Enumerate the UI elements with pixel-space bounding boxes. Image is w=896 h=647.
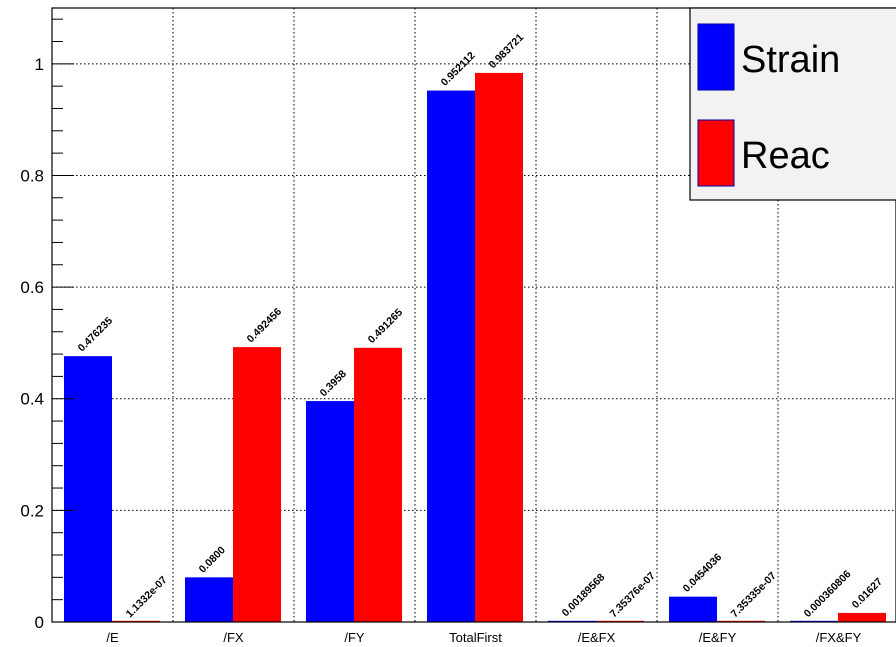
bar-value-label: 7.35376e-07 [608, 570, 658, 620]
legend: Strain Reac [689, 7, 896, 201]
legend-swatch-reac [697, 119, 735, 187]
bar-value-label: 0.000360806 [802, 568, 854, 620]
x-axis: /E/FX/FY TotalFirst/E&FX/E&FY/FX&FY [106, 630, 861, 645]
bar-value-label: 7.35335e-07 [729, 570, 779, 620]
y-tick-label: 1 [35, 55, 44, 74]
y-tick-label: 0.6 [20, 278, 44, 297]
plot-frame [51, 7, 896, 623]
bar-value-label: 0.00189568 [560, 571, 608, 619]
x-tick-label: /E&FY [699, 630, 737, 645]
bar-value-label: 0.0800 [197, 544, 228, 575]
bar-value-label: 1.1332e-07 [124, 574, 170, 620]
bar-value-label: 0.01627 [850, 576, 885, 611]
y-tick-label: 0.8 [20, 166, 44, 185]
bar-strain [64, 356, 112, 622]
x-tick-label: /E [106, 630, 119, 645]
grid-lines [52, 8, 896, 622]
x-tick-label: /FX [223, 630, 244, 645]
plot-border [51, 7, 896, 623]
legend-swatch-strain [697, 23, 735, 91]
y-tick-label: 0 [35, 613, 44, 632]
bar-value-label: 0.3958 [318, 368, 349, 399]
x-tick-label: /FY [344, 630, 365, 645]
bar-strain [185, 577, 233, 622]
bar-reac [354, 347, 402, 622]
bar-value-label: 0.476235 [76, 315, 116, 355]
x-tick-label: /FX&FY [816, 630, 862, 645]
bar-strain [427, 90, 475, 622]
bar-value-label: 0.983721 [487, 31, 527, 71]
bar-reac [475, 72, 523, 622]
y-axis: 0 0.2 0.4 0.6 0.8 1 [20, 18, 74, 632]
bar-reac [838, 612, 886, 622]
bars [64, 72, 886, 622]
y-tick-label: 0.4 [20, 390, 44, 409]
bar-value-label: 0.492456 [245, 306, 285, 346]
legend-label-reac: Reac [741, 135, 830, 177]
bar-strain [306, 401, 354, 622]
x-tick-label: /E&FX [578, 630, 616, 645]
x-tick-label: TotalFirst [449, 630, 502, 645]
bar-strain [669, 596, 717, 622]
bar-reac [233, 347, 281, 622]
bar-value-label: 0.0454036 [681, 551, 725, 595]
bar-value-label: 0.491265 [366, 306, 406, 346]
y-tick-label: 0.2 [20, 501, 44, 520]
legend-label-strain: Strain [741, 39, 840, 81]
bar-value-label: 0.952112 [439, 50, 478, 89]
